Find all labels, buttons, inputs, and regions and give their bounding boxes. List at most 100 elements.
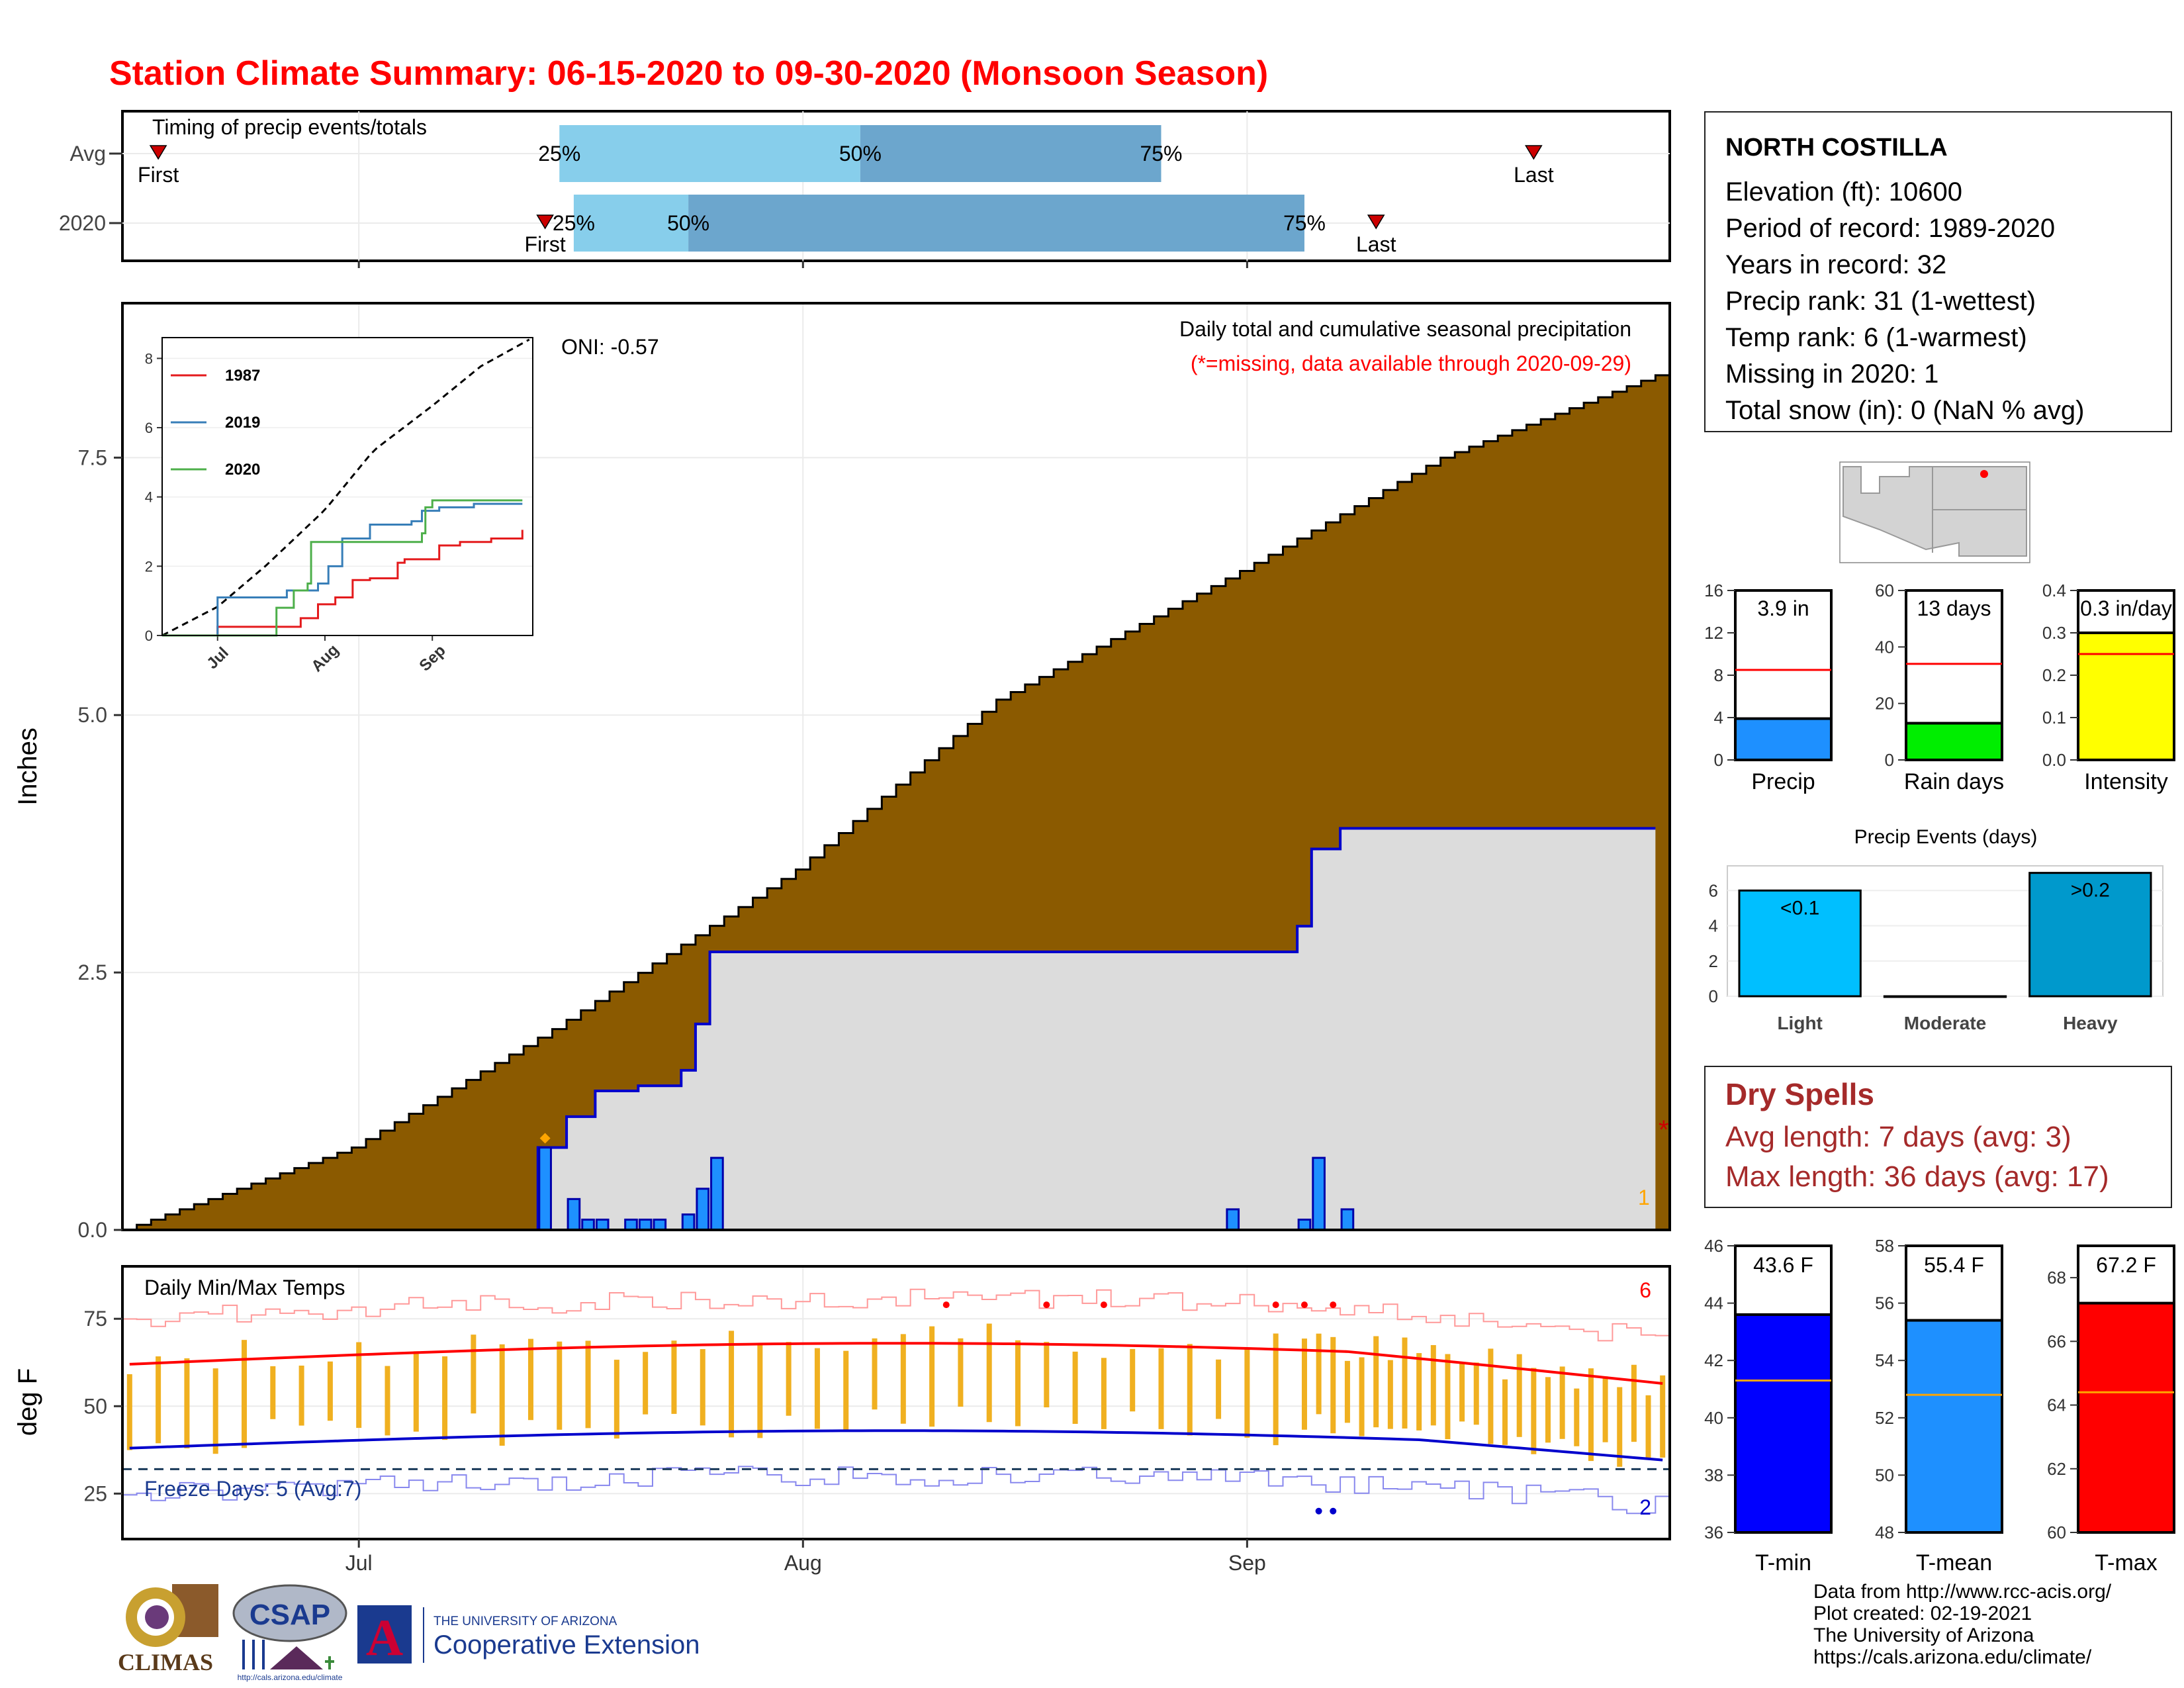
temp-summary-label: T-max xyxy=(2095,1550,2157,1575)
daily-temp-bar xyxy=(929,1326,935,1427)
daily-precip-bar xyxy=(581,1218,595,1231)
cumulative-2020-area xyxy=(122,828,1656,1230)
inset-y-tick-label: 6 xyxy=(145,420,153,436)
timing-p50-label: 50% xyxy=(667,211,709,235)
temp-summary-bar-t-mean xyxy=(1905,1319,2003,1534)
record-high-marker xyxy=(1272,1301,1279,1309)
precip-panel: Daily total and cumulative seasonal prec… xyxy=(13,302,1671,1242)
daily-temp-bar xyxy=(1559,1366,1565,1439)
daily-temp-bar xyxy=(1387,1360,1393,1429)
timing-panel: Timing of precip events/totals Avg 25% 50%… xyxy=(59,110,1671,268)
summary-bar-label: Rain days xyxy=(1904,769,2004,794)
temp-summary-y-tick-label: 46 xyxy=(1704,1236,1723,1256)
inset-legend-label: 1987 xyxy=(225,367,260,385)
daily-temp-bar xyxy=(958,1338,964,1407)
record-high-marker xyxy=(1300,1301,1308,1309)
x-tick-label: Jul xyxy=(345,1551,373,1575)
temp-summary-y-tick-label: 64 xyxy=(2047,1395,2066,1415)
daily-temp-bar xyxy=(557,1341,563,1430)
daily-temp-bar xyxy=(1101,1358,1107,1429)
timing-last-marker xyxy=(1367,214,1385,230)
summary-bar-y-tick-label: 40 xyxy=(1875,637,1894,657)
daily-temp-bar xyxy=(1660,1375,1666,1458)
record-max-line xyxy=(122,1288,1670,1342)
summary-bar-y-tick-label: 8 xyxy=(1714,665,1723,685)
timing-first-marker xyxy=(536,214,554,230)
daily-temp-bar xyxy=(471,1335,477,1414)
summary-bar-rain-days xyxy=(1905,722,2003,761)
summary-bar-y-tick-label: 0 xyxy=(1885,750,1894,770)
average-min-line xyxy=(129,1429,1663,1462)
record-high-marker xyxy=(1100,1301,1107,1309)
timing-first-marker xyxy=(149,145,167,160)
csap-logo: CSAP http://cals.arizona.edu/climate xyxy=(230,1583,349,1683)
precip-events-chart: Precip Events (days) 0 2 4 6 <0.1 Light Moderat… xyxy=(1709,826,2163,1033)
daily-precip-bar xyxy=(538,1147,552,1231)
dry-spells-box: Dry Spells Avg length: 7 days (avg: 3) M… xyxy=(1704,1066,2172,1208)
station-info-box: NORTH COSTILLA Elevation (ft): 10600 Per… xyxy=(1704,111,2172,432)
summary-bar-value: 13 days xyxy=(1917,596,1991,620)
summary-bar-charts: 3.9 in 0 4 8 12 16 Precip 13 days 0 20 40 60 Rain da… xyxy=(1704,581,2175,794)
inset-y-tick-label: 0 xyxy=(145,628,153,644)
events-title: Precip Events (days) xyxy=(1854,826,2038,848)
timing-bars: Avg 25% 50% 75% First Last 2020 25% 50% 75% First L… xyxy=(59,125,1670,256)
daily-precip-bar xyxy=(1312,1156,1326,1231)
summary-bar-y-tick-label: 12 xyxy=(1704,623,1723,643)
daily-temp-bar xyxy=(184,1358,190,1449)
events-bar-heavy xyxy=(2028,872,2152,998)
credit-institution: The University of Arizona xyxy=(1813,1624,2034,1646)
daily-temp-bar xyxy=(643,1352,649,1415)
inset-y-tick-label: 2 xyxy=(145,558,153,575)
daily-temp-bar xyxy=(1531,1368,1537,1454)
daily-temp-bar xyxy=(413,1351,419,1432)
temp-y-axis: 25 50 75 xyxy=(83,1307,122,1505)
events-bar-value: >0.2 xyxy=(2071,880,2110,902)
credit-data-source: Data from http://www.rcc-acis.org/ xyxy=(1813,1581,2112,1603)
daily-temp-bar xyxy=(1459,1363,1465,1422)
temp-summary-y-tick-label: 48 xyxy=(1875,1523,1894,1542)
daily-temp-bar xyxy=(1402,1337,1408,1429)
temp-summary-y-tick-label: 62 xyxy=(2047,1459,2066,1479)
inset-series-1987 xyxy=(162,530,523,637)
events-y-tick-label: 6 xyxy=(1709,880,1718,900)
precip-y-axis: 0.0 2.5 5.0 7.5 xyxy=(78,445,122,1242)
daily-precip-bar xyxy=(1340,1208,1355,1231)
record-low-marker xyxy=(1315,1507,1322,1515)
ua-logo-small-text: THE UNIVERSITY OF ARIZONA xyxy=(433,1615,617,1628)
csap-logo-text: CSAP xyxy=(250,1599,330,1631)
timing-p25-label: 25% xyxy=(538,142,580,165)
daily-temp-bar xyxy=(356,1342,362,1429)
daily-temp-bar xyxy=(1344,1360,1350,1423)
events-y-tick-label: 0 xyxy=(1709,986,1718,1006)
timing-p25-label: 25% xyxy=(553,211,595,235)
daily-temp-bar xyxy=(1545,1377,1551,1443)
temp-summary-y-tick-label: 58 xyxy=(1875,1236,1894,1256)
credits: Data from http://www.rcc-acis.org/ Plot … xyxy=(1813,1581,2111,1668)
record-high-marker xyxy=(1043,1301,1050,1309)
daily-temp-bar xyxy=(499,1344,505,1446)
timing-last-marker xyxy=(1525,145,1543,160)
station-temp-rank: Temp rank: 6 (1-warmest) xyxy=(1725,323,2027,352)
max-precip-marker xyxy=(539,1133,551,1144)
temp-summary-y-tick-label: 42 xyxy=(1704,1350,1723,1370)
events-bar-label: Light xyxy=(1777,1013,1822,1033)
temp-summary-label: T-min xyxy=(1755,1550,1811,1575)
daily-temp-bar xyxy=(442,1356,448,1440)
events-bar-value: <0.1 xyxy=(1780,897,1819,919)
temp-y-tick-label: 25 xyxy=(83,1481,107,1505)
daily-temp-bar xyxy=(1015,1340,1021,1427)
temperature-summary-charts: 43.6 F 36 38 40 42 44 46 T-min 55.4 F 48 50 52 54 56 5… xyxy=(1704,1236,2175,1575)
daily-precip-bar xyxy=(1297,1218,1312,1231)
daily-precip-bar xyxy=(681,1213,696,1231)
inset-y-tick-label: 4 xyxy=(145,489,153,506)
temp-summary-y-tick-label: 52 xyxy=(1875,1408,1894,1428)
daily-temp-bar xyxy=(900,1334,906,1424)
daily-temp-bar xyxy=(1244,1348,1250,1438)
station-total-snow: Total snow (in): 0 (NaN % avg) xyxy=(1725,396,2085,425)
events-y-tick-label: 4 xyxy=(1709,916,1718,936)
daily-temp-bar xyxy=(327,1361,333,1421)
daily-temp-bar xyxy=(242,1340,248,1448)
record-high-marker xyxy=(942,1301,950,1309)
timing-row-label: 2020 xyxy=(59,211,106,235)
events-bar-label: Moderate xyxy=(1904,1013,1986,1033)
